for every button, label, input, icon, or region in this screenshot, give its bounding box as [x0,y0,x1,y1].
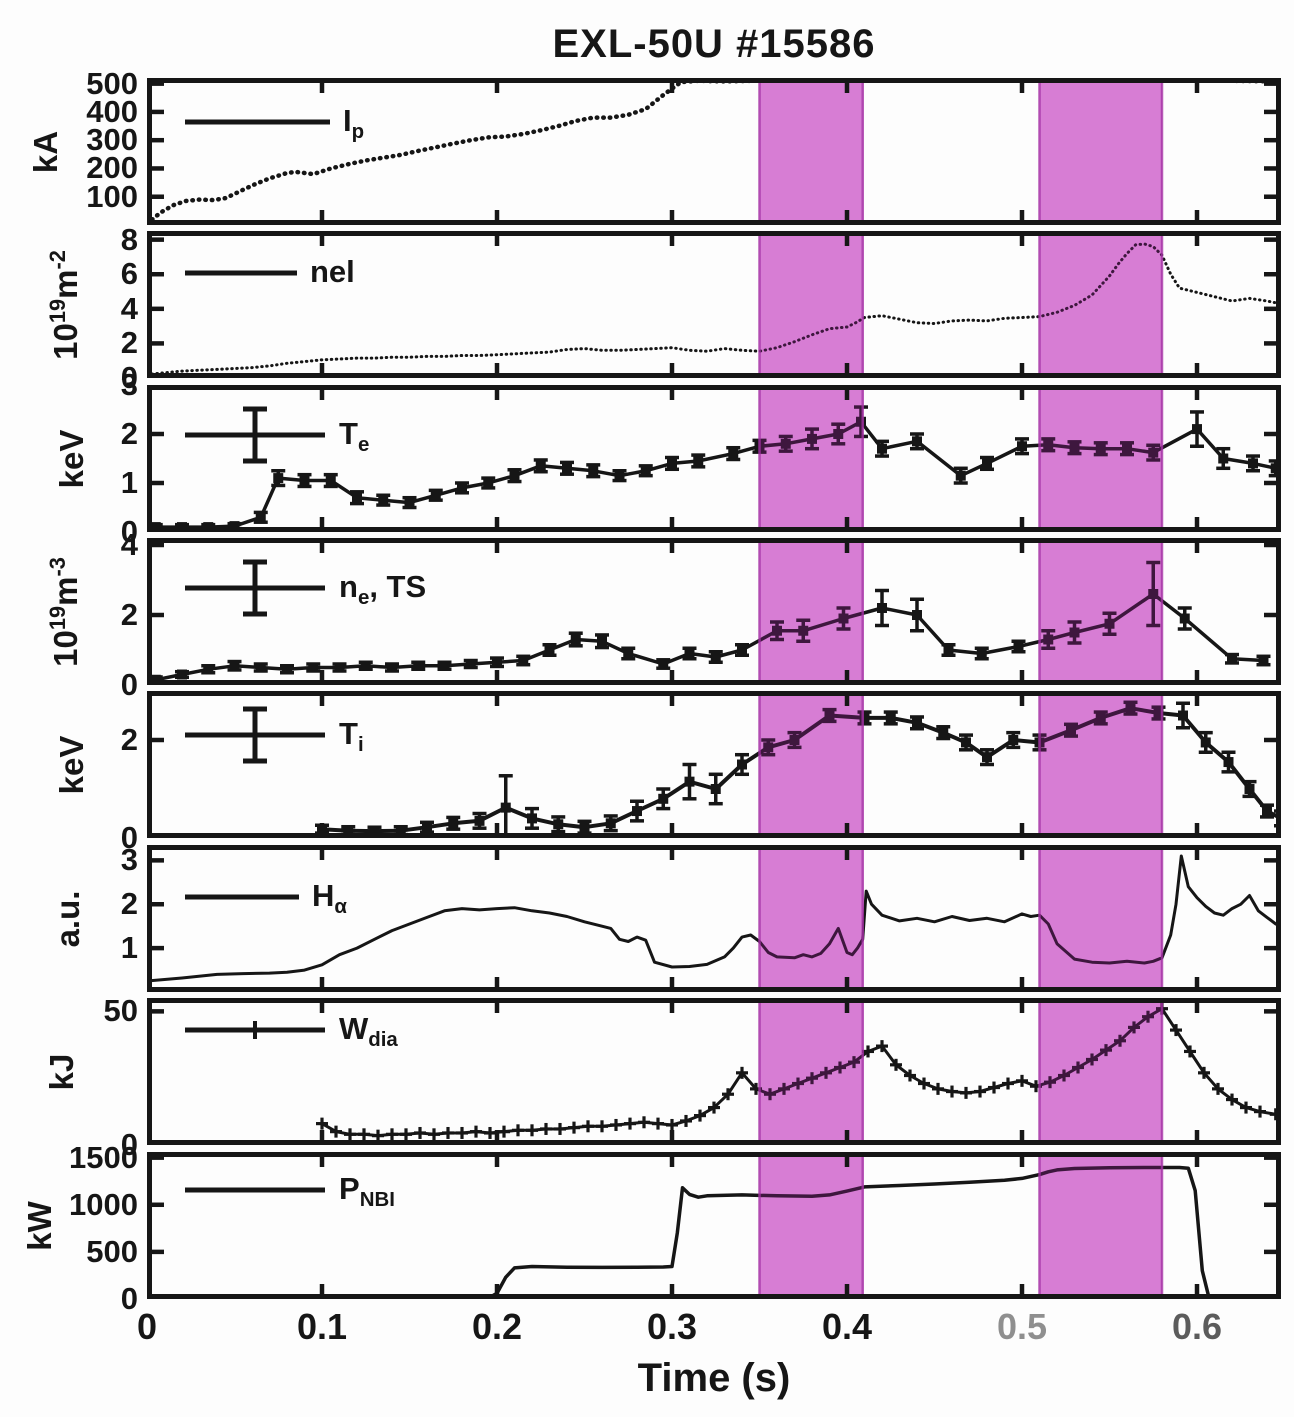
y-tick-label-ip-400: 400 [86,93,138,129]
legend-label-nets: ne, TS [339,569,427,610]
panel-border [147,538,1281,685]
legend-label-pnbi: PNBI [339,1171,395,1212]
plot-h-alpha-emission [147,845,1281,992]
highlight-band [759,998,863,1145]
y-tick-label-ip-500: 500 [86,65,138,101]
x-tick-label-0.4: 0.4 [821,1306,873,1347]
panel-border [147,385,1281,532]
y-axis-label-ha: a.u. [49,890,86,947]
panel-plasma-current: 100 200 300 400 500 kA Ip [27,66,1281,225]
panel-nbi-power: 0 500 1000 1500 kW PNBI [21,1140,1281,1316]
panel-border [147,78,1281,225]
panel-border [147,1152,1281,1299]
plot-plasma-current [147,78,1281,225]
y-tick-label-pnbi-0: 0 [120,1281,138,1316]
y-axis-label-ti: keV [53,735,90,794]
panel-border [147,231,1281,378]
y-axis-label-wdia: kJ [43,1053,80,1090]
y-tick-label-pnbi-500: 500 [86,1233,138,1269]
highlight-band [1039,538,1162,685]
panel-h-alpha: 1 2 3 a.u. Hα [49,842,1281,992]
y-tick-label-pnbi-1500: 1500 [69,1139,138,1175]
panel-stored-energy: 0 50 kJ Wdia [43,993,1281,1162]
panel-border [147,845,1281,992]
legend-label-ti: Ti [339,716,364,757]
x-tick-label-0: 0 [136,1306,158,1347]
plot-electron-density-thomson [147,538,1281,685]
x-axis-label: Time (s) [637,1356,791,1400]
data-curve-ha [147,854,1278,983]
highlight-band [759,845,863,992]
y-tick-label-nel-4: 4 [120,290,138,326]
y-tick-label-wdia-50: 50 [103,993,138,1029]
y-tick-label-te-3: 3 [120,367,138,402]
panel-border [147,998,1281,1145]
x-tick-label-0.1: 0.1 [296,1306,348,1347]
x-tick-label-0.6: 0.6 [1171,1306,1223,1347]
highlight-band [759,385,863,532]
plot-neutral-beam-power [147,1152,1281,1299]
y-tick-label-nel-0: 0 [120,360,138,395]
figure-title: EXL-50U #15586 [552,22,876,66]
panel-electron-density-ts: 0 2 4 1019m-3 ne, TS [45,527,1281,702]
panel-electron-temperature: 0 1 2 3 keV Te [53,367,1281,549]
legend-label-ha: Hα [312,878,347,919]
y-tick-label-ha-1: 1 [120,930,138,966]
highlight-band [1039,385,1162,532]
y-tick-label-ip-300: 300 [86,122,138,158]
highlight-band [759,231,863,378]
y-axis-label-pnbi: kW [21,1200,58,1251]
plot-ion-temperature [147,691,1281,838]
y-tick-label-nets-4: 4 [120,527,138,562]
y-tick-label-wdia-0: 0 [120,1127,138,1162]
y-tick-label-ha-3: 3 [120,842,138,878]
y-tick-label-nel-2: 2 [120,325,138,361]
x-tick-label-0.3: 0.3 [646,1306,698,1347]
legend-label-ip: Ip [343,103,365,144]
y-tick-label-ti-2: 2 [120,722,138,757]
highlight-band [1039,231,1162,378]
y-axis-label-te: keV [53,429,90,488]
plot-electron-temperature [147,385,1281,532]
highlight-band [1039,845,1162,992]
y-tick-label-ip-200: 200 [86,150,138,186]
legend-label-wdia: Wdia [339,1011,398,1052]
y-tick-label-ti-0: 0 [120,820,138,855]
data-curve-pnbi [147,1165,1278,1299]
y-tick-label-nel-6: 6 [120,256,138,292]
panel-border [147,691,1281,838]
y-tick-label-ha-2: 2 [120,886,138,922]
y-tick-label-ip-100: 100 [86,178,138,214]
x-tick-label-0.5: 0.5 [996,1306,1048,1347]
y-tick-label-nel-8: 8 [120,221,138,257]
y-tick-label-te-1: 1 [120,465,138,500]
highlight-band [759,538,863,685]
y-tick-label-te-0: 0 [120,514,138,549]
plot-line-integrated-density [147,231,1281,378]
highlight-band [759,78,863,225]
panel-ion-temperature: 0 2 keV Ti [53,691,1281,855]
legend-label-nel: nel [310,254,355,289]
plot-diamagnetic-stored-energy [147,998,1281,1145]
highlight-band [1039,1152,1162,1299]
panel-line-integrated-density: 0 2 4 6 8 1019m-2 nel [45,222,1281,395]
y-axis-label-nel: 1019m-2 [45,249,84,360]
y-tick-label-nets-0: 0 [120,667,138,702]
y-axis-label-nets: 1019m-3 [45,556,84,667]
highlight-band [759,1152,863,1299]
highlight-band [1039,78,1162,225]
legend-label-te: Te [339,416,370,457]
x-tick-label-0.2: 0.2 [471,1306,523,1347]
y-tick-label-nets-2: 2 [120,597,138,632]
y-axis-label-ip: kA [27,130,64,173]
y-tick-label-te-2: 2 [120,416,138,451]
y-tick-label-pnbi-1000: 1000 [69,1186,138,1222]
